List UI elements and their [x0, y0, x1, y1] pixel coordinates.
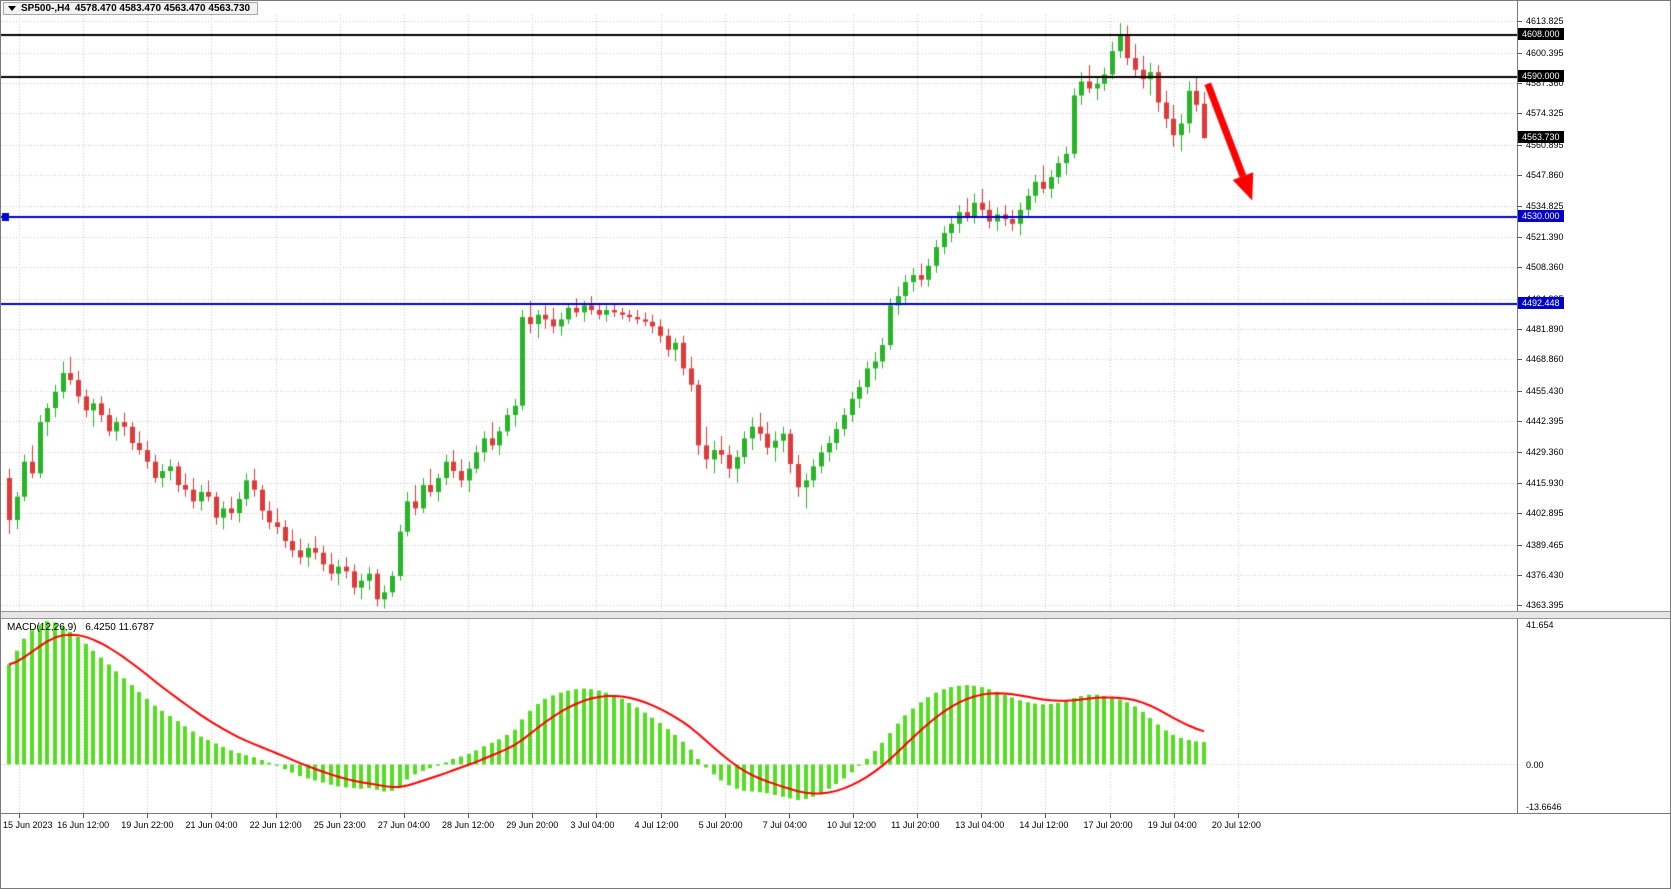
- time-axis-label: 20 Jul 12:00: [1211, 820, 1261, 830]
- time-axis-tick: [789, 814, 790, 818]
- price-axis-label: 4560.895: [1526, 139, 1564, 150]
- time-axis-tick: [276, 814, 277, 818]
- time-axis[interactable]: 15 Jun 2023 16 Jun 12:00 19 Jun 22:00 21 Ju…: [1, 813, 1670, 835]
- time-axis-tick: [1174, 814, 1175, 818]
- time-axis-label: 15 Jun 2023: [3, 820, 53, 830]
- price-axis-label: 4455.430: [1526, 385, 1564, 396]
- time-axis-tick: [19, 814, 20, 818]
- price-axis-tick: [1518, 545, 1522, 546]
- price-axis-tick: [1518, 391, 1522, 392]
- price-axis-label: 4547.860: [1526, 170, 1564, 181]
- price-axis[interactable]: 4613.825 4600.395 4587.360 4574.325 4560.895…: [1517, 1, 1670, 813]
- time-axis-tick: [1045, 814, 1046, 818]
- price-axis-label: 4534.825: [1526, 200, 1564, 211]
- time-axis-tick: [725, 814, 726, 818]
- macd-axis-label: 41.654: [1526, 620, 1554, 630]
- time-axis-label: 25 Jun 23:00: [313, 820, 366, 830]
- price-axis-label: 4521.390: [1526, 231, 1564, 242]
- time-axis-label: 5 Jul 20:00: [698, 820, 743, 830]
- time-axis-tick: [147, 814, 148, 818]
- time-axis-label: 4 Jul 12:00: [634, 820, 679, 830]
- price-axis-label: 4613.825: [1526, 16, 1564, 27]
- time-axis-label: 14 Jul 12:00: [1019, 820, 1069, 830]
- time-axis-label: 16 Jun 12:00: [57, 820, 110, 830]
- time-axis-label: 21 Jun 04:00: [185, 820, 238, 830]
- panel-splitter[interactable]: [1, 611, 1670, 619]
- hline-price-tag[interactable]: 4492.448: [1518, 297, 1564, 310]
- time-axis-label: 10 Jul 12:00: [826, 820, 876, 830]
- time-axis-tick: [83, 814, 84, 818]
- price-axis-label: 4363.395: [1526, 600, 1564, 611]
- time-axis-label: 29 Jun 20:00: [506, 820, 559, 830]
- price-axis-tick: [1518, 83, 1522, 84]
- price-axis-label: 4389.465: [1526, 539, 1564, 550]
- time-axis-label: 13 Jul 04:00: [955, 820, 1005, 830]
- price-axis-tick: [1518, 145, 1522, 146]
- price-axis-label: 4429.360: [1526, 446, 1564, 457]
- price-axis-tick: [1518, 329, 1522, 330]
- price-axis-tick: [1518, 421, 1522, 422]
- price-axis-label: 4402.895: [1526, 508, 1564, 519]
- time-axis-tick: [211, 814, 212, 818]
- hline-price-tag[interactable]: 4608.000: [1518, 27, 1564, 40]
- time-axis-label: 19 Jul 04:00: [1147, 820, 1197, 830]
- symbol-timeframe-label: SP500-,H4: [21, 3, 70, 14]
- time-axis-label: 19 Jun 22:00: [121, 820, 174, 830]
- time-axis-tick: [340, 814, 341, 818]
- price-axis-label: 4481.890: [1526, 324, 1564, 334]
- time-axis-label: 3 Jul 04:00: [570, 820, 615, 830]
- time-axis-tick: [404, 814, 405, 818]
- macd-values-label: 6.4250 11.6787: [85, 622, 155, 633]
- macd-name-label: MACD(12,26,9): [7, 622, 77, 633]
- time-axis-tick: [532, 814, 533, 818]
- time-axis-tick: [981, 814, 982, 818]
- macd-axis-label: -13.6646: [1526, 802, 1562, 812]
- time-axis-tick: [1238, 814, 1239, 818]
- price-axis-tick: [1518, 605, 1522, 606]
- time-axis-label: 7 Jul 04:00: [762, 820, 807, 830]
- time-axis-label: 11 Jul 20:00: [891, 820, 940, 830]
- ohlc-values-label: 4578.470 4583.470 4563.470 4563.730: [74, 3, 251, 14]
- time-axis-tick: [1110, 814, 1111, 818]
- price-axis-label: 4468.860: [1526, 354, 1564, 365]
- time-axis-tick: [596, 814, 597, 818]
- macd-axis-label: 0.00: [1526, 760, 1544, 771]
- macd-panel-canvas[interactable]: [1, 619, 1517, 813]
- time-axis-label: 22 Jun 12:00: [249, 820, 302, 830]
- price-axis-tick: [1518, 113, 1522, 114]
- time-axis-label: 27 Jun 04:00: [377, 820, 430, 830]
- hline-price-tag[interactable]: 4530.000: [1518, 209, 1564, 222]
- price-axis-tick: [1518, 206, 1522, 207]
- time-axis-label: 17 Jul 20:00: [1083, 820, 1133, 830]
- price-axis-tick: [1518, 483, 1522, 484]
- price-axis-label: 4376.430: [1526, 570, 1564, 580]
- price-axis-label: 4574.325: [1526, 108, 1564, 119]
- time-axis-tick: [853, 814, 854, 818]
- hline-price-tag[interactable]: 4590.000: [1518, 69, 1564, 82]
- price-axis-tick: [1518, 359, 1522, 360]
- price-axis-tick: [1518, 267, 1522, 268]
- price-axis-label: 4587.360: [1526, 77, 1564, 88]
- price-axis-tick: [1518, 575, 1522, 576]
- macd-indicator-label: MACD(12,26,9) 6.4250 11.6787: [7, 622, 160, 633]
- price-axis-label: 4600.395: [1526, 47, 1564, 58]
- chart-title-box: SP500-,H4 4578.470 4583.470 4563.470 456…: [3, 2, 259, 15]
- price-axis-tick: [1518, 452, 1522, 453]
- time-axis-tick: [917, 814, 918, 818]
- price-chart-canvas[interactable]: [1, 1, 1517, 611]
- time-axis-tick: [468, 814, 469, 818]
- time-axis-tick: [661, 814, 662, 818]
- chart-dropdown-triangle-icon[interactable]: [8, 6, 16, 11]
- price-axis-label: 4415.930: [1526, 477, 1564, 488]
- price-axis-label: 4508.360: [1526, 262, 1564, 273]
- current-price-tag: 4563.730: [1518, 131, 1564, 144]
- price-axis-tick: [1518, 175, 1522, 176]
- price-axis-tick: [1518, 237, 1522, 238]
- price-axis-tick: [1518, 513, 1522, 514]
- time-axis-label: 28 Jun 12:00: [442, 820, 495, 830]
- price-axis-tick: [1518, 53, 1522, 54]
- price-axis-tick: [1518, 21, 1522, 22]
- price-axis-label: 4442.395: [1526, 416, 1564, 427]
